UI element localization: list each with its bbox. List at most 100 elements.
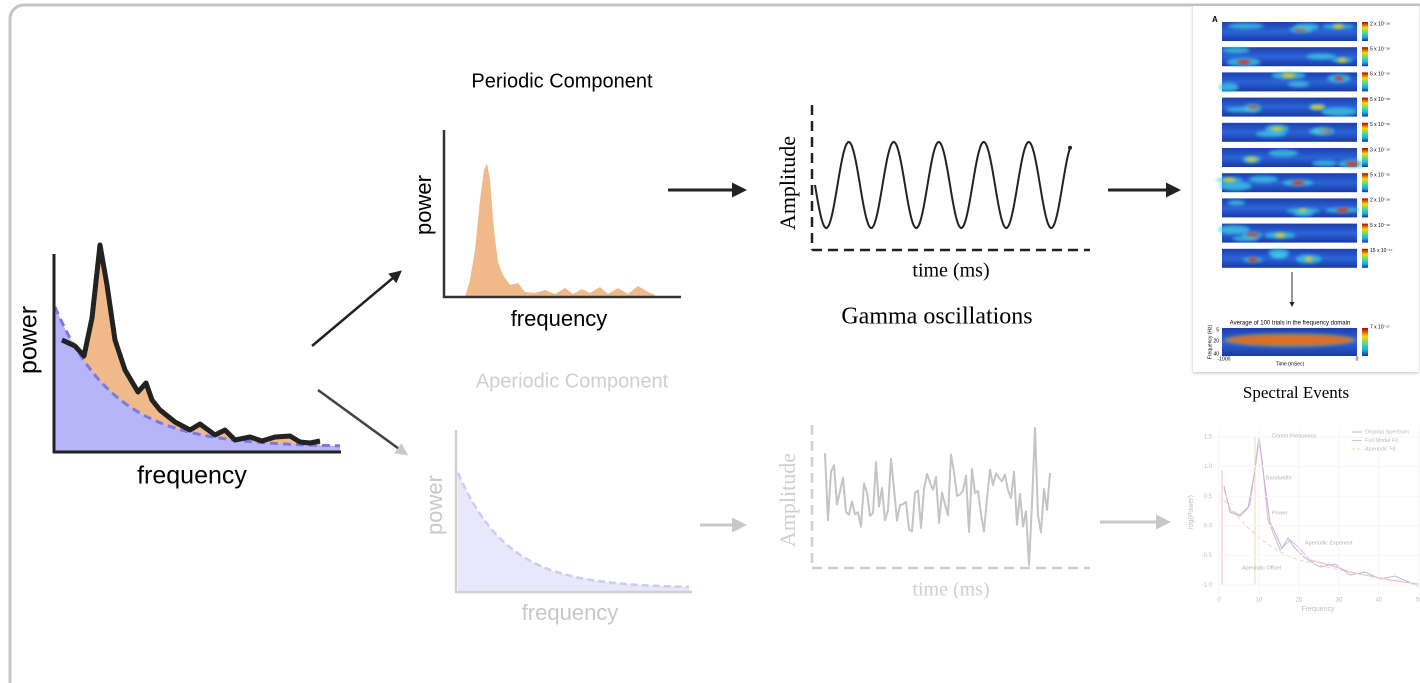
colorbar-label: 6 x 10⁻¹⁶ — [1370, 72, 1390, 78]
arrow — [317, 388, 409, 456]
colorbar-label: 15 x 10⁻¹⁷ — [1370, 248, 1393, 254]
x-label: Time (mSec) — [1276, 361, 1305, 367]
heat-spot — [1291, 180, 1305, 185]
colorbar-label: 5 x 10⁻¹⁶ — [1370, 122, 1390, 128]
heat-spot — [1268, 248, 1290, 258]
aperiodic-area — [458, 473, 690, 592]
heat-spot — [1281, 73, 1296, 78]
heat-spot — [1345, 161, 1359, 166]
heat-spot — [1221, 47, 1250, 54]
heat-spot — [1274, 233, 1286, 238]
annotation: Bandwidth — [1266, 475, 1292, 481]
y-tick-label: 1.0 — [1204, 464, 1213, 470]
colorbar — [1362, 173, 1368, 193]
end-dot — [1068, 145, 1072, 150]
colorbar — [1362, 47, 1368, 67]
x-tick-label: -1000 — [1218, 356, 1231, 362]
colorbar-label: 5 x 10⁻¹⁶ — [1370, 173, 1390, 179]
y-label: power — [411, 175, 436, 235]
legend-label: Original Spectrum — [1365, 429, 1409, 435]
y-label: power — [15, 306, 43, 374]
spectrum-line — [60, 242, 321, 446]
heat-spot — [1294, 23, 1320, 31]
y-tick-label: 5 — [1216, 327, 1219, 333]
y-label: power — [422, 475, 447, 535]
x-label: time (ms) — [912, 260, 989, 282]
colorbar-label: 2 x 10⁻¹⁶ — [1370, 21, 1390, 27]
periodic-area — [62, 245, 320, 452]
heat-spot — [1305, 53, 1336, 60]
heat-spot — [1337, 58, 1347, 63]
colorbar-label: 5 x 10⁻¹⁶ — [1370, 223, 1390, 229]
aperiodic-fit — [53, 306, 341, 448]
colorbar — [1362, 122, 1368, 142]
colorbar-label: 5 x 10⁻¹⁶ — [1370, 47, 1390, 53]
y-tick-label: 1.5 — [1204, 435, 1213, 441]
heat-spot — [1310, 105, 1325, 110]
trial-heatmap — [1222, 198, 1357, 218]
section-title: Periodic Component — [471, 70, 653, 92]
aperiodic-signal: Amplitude time (ms) — [775, 425, 1090, 601]
heat-spot — [1219, 181, 1252, 191]
annotation: Power — [1272, 510, 1288, 516]
x-tick-label: 20 — [1296, 598, 1303, 604]
x-tick-label: 0 — [1356, 356, 1359, 362]
panel-label: A — [1212, 15, 1218, 24]
heat-spot — [1245, 157, 1258, 162]
broadband-signal — [824, 427, 1051, 566]
oscillation — [814, 140, 1071, 230]
y-tick-label: 20 — [1213, 338, 1219, 344]
heat-spot — [1236, 60, 1251, 65]
x-label: Frequency — [1301, 606, 1335, 613]
x-tick-label: 0 — [1217, 598, 1221, 604]
colorbar-label: 2 x 10⁻¹⁶ — [1370, 198, 1390, 204]
heat-spot — [1271, 126, 1283, 131]
colorbar — [1362, 148, 1368, 167]
average-title: Average of 100 trials in the frequency d… — [1230, 321, 1351, 327]
caption: Gamma oscillations — [841, 304, 1032, 330]
heat-spot — [1227, 200, 1246, 206]
colorbar — [1362, 22, 1368, 41]
spectral-events-figure: A Average of 100 trials in the frequency… — [1193, 6, 1419, 402]
heat-spot — [1217, 225, 1250, 235]
aperiodic-fit — [1223, 499, 1419, 585]
figure-panel — [1180, 422, 1420, 620]
fooof-figure: 1.5 1.0 0.5 0.0 -0.5 -1.0 0 10 20 30 40 50 log(Power… — [1180, 422, 1420, 620]
colorbar — [1362, 97, 1368, 117]
trial-heatmap — [1222, 122, 1357, 142]
y-label: log(Power) — [1188, 495, 1195, 529]
colorbar — [1362, 72, 1368, 92]
legend-label: Full Model Fit — [1365, 438, 1398, 444]
annotation: Aperiodic Offset — [1242, 565, 1282, 571]
aperiodic-spectrum: Aperiodic Component power frequency — [422, 370, 692, 625]
trial-heatmap — [1222, 72, 1357, 92]
x-tick-label: 40 — [1376, 598, 1383, 604]
colorbar-label: 7 x 10⁻¹⁷ — [1370, 324, 1390, 330]
heat-spot — [1232, 235, 1259, 242]
arrow — [311, 270, 402, 347]
heat-spot — [1268, 149, 1298, 157]
aperiodic-area — [55, 307, 340, 452]
heat-spot — [1334, 76, 1344, 81]
heat-spot — [1248, 257, 1258, 262]
heat-spot — [1225, 106, 1260, 113]
original-spectrum — [1223, 437, 1419, 587]
colorbar — [1362, 248, 1368, 268]
x-label: frequency — [137, 462, 247, 490]
legend-label: Aperiodic Fit — [1365, 446, 1396, 452]
heat-spot — [1248, 175, 1278, 183]
frame — [8, 3, 1420, 683]
heat-spot — [1308, 128, 1329, 135]
heat-spot — [1255, 130, 1287, 138]
heat-spot — [1311, 160, 1338, 167]
input-spectrum: power frequency — [15, 242, 341, 490]
y-tick-label: 0.5 — [1204, 494, 1213, 500]
colorbar — [1362, 223, 1368, 243]
y-label: Amplitude — [775, 453, 800, 547]
heat-spot — [1227, 23, 1264, 29]
periodic-spectrum: Periodic Component power frequency — [411, 70, 681, 331]
heat-spot — [1223, 178, 1236, 183]
heat-band — [1224, 333, 1356, 347]
